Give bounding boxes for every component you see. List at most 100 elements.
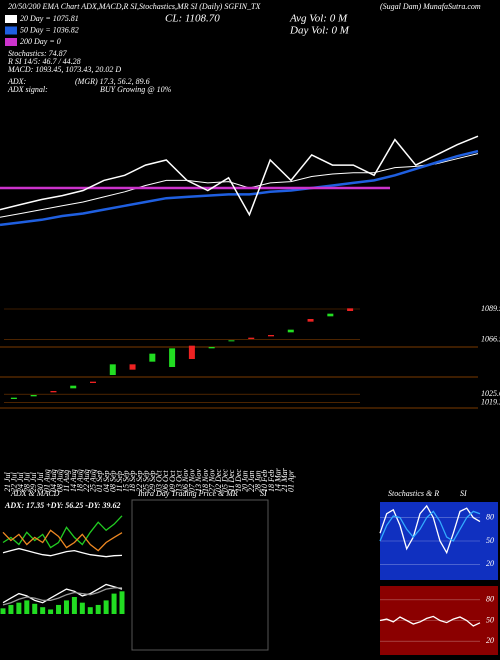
date-label: 18 Dec (234, 469, 243, 492)
line (379, 510, 481, 542)
candle (268, 335, 274, 337)
histogram-bar (71, 597, 77, 614)
annotation: CL: 1108.70 (165, 13, 220, 25)
date-label: 21 Mar (280, 467, 289, 492)
y-tick-label: 50 (486, 536, 494, 545)
candle (109, 364, 116, 375)
y-tick-label: 20 (486, 636, 494, 645)
date-label: 13 Nov (194, 469, 203, 492)
candle (287, 329, 294, 333)
candle (248, 337, 255, 339)
panel-title: Stochastics & R (388, 489, 439, 498)
annotation: R SI 14/5: 46.7 / 44.28 (7, 57, 81, 66)
date-label: 08 Sep (108, 470, 117, 492)
date-label: 02 Dec (214, 469, 223, 492)
line (2, 547, 123, 558)
histogram-bar (40, 607, 46, 614)
legend-label: 20 Day = 1075.81 (20, 14, 79, 23)
candle (70, 385, 77, 389)
date-label: 13 Oct (174, 470, 183, 492)
date-label: 28 Jul (23, 471, 32, 492)
candle (228, 340, 235, 342)
line (2, 583, 123, 604)
y-tick-label: 1089.5 (481, 304, 500, 313)
candle (129, 364, 136, 370)
annotation: ADX: (7, 77, 27, 86)
annotation: BUY Growing @ 10% (100, 85, 172, 94)
date-label: 01 Aug (42, 469, 51, 492)
panel-title: SI (460, 489, 467, 498)
annotation: (MGR) 17.3, 56.2, 89.6 (75, 77, 150, 86)
histogram-bar (79, 602, 85, 614)
date-label: 25 Sep (141, 470, 150, 492)
intraday-panel (131, 499, 269, 651)
date-label: 25 Aug (89, 469, 98, 492)
histogram-bar (24, 600, 30, 614)
date-label: 15 Sep (122, 470, 131, 492)
date-label: 18 Nov (201, 469, 210, 492)
y-tick-label: 1025.61 (481, 389, 500, 398)
histogram-bar (103, 600, 109, 614)
date-label: 29 Sep (148, 470, 157, 492)
panel-title: SI (260, 489, 267, 498)
date-label: 05 Dec (221, 469, 230, 492)
candle (169, 348, 176, 367)
legend-swatch (5, 15, 17, 23)
histogram-bar (48, 609, 54, 614)
candle (327, 313, 334, 317)
candle (90, 381, 96, 383)
legend-swatch (5, 26, 17, 35)
candle (347, 308, 354, 311)
date-label: 11 Dec (227, 469, 236, 492)
date-label: 18 Feb (267, 470, 276, 492)
date-label: 06 Oct (161, 470, 170, 492)
line (0, 149, 479, 227)
date-label: 22 Jul (9, 471, 18, 492)
histogram-bar (119, 591, 125, 614)
date-label: 24 Jul (16, 471, 25, 492)
histogram-bar (16, 602, 22, 614)
date-label: 10 Feb (260, 470, 269, 492)
line (2, 587, 122, 606)
date-label: 08 Aug (56, 469, 65, 492)
annotation: Day Vol: 0 M (289, 25, 350, 37)
date-label: 18 Sep (128, 470, 137, 492)
subtitle: (Sugal Dam) MunafaSutra.com (380, 2, 481, 11)
candle (30, 395, 37, 397)
line (379, 504, 481, 555)
panel-title: 20/50/200 EMA Chart ADX,MACD,R SI,Stocha… (8, 2, 261, 11)
line (0, 135, 479, 217)
date-label: 09 Oct (168, 470, 177, 492)
panel-background (380, 502, 498, 580)
candle (208, 347, 215, 349)
y-tick-label: 50 (486, 615, 494, 624)
date-label: 22 Jan (247, 470, 256, 492)
histogram-bar (111, 593, 117, 614)
annotation: ADX signal: (7, 85, 48, 94)
date-label: 22 Aug (82, 469, 91, 492)
date-label: 28 Jan (254, 470, 263, 492)
date-label: 01 Apr (287, 469, 296, 492)
legend-label: 200 Day = 0 (20, 37, 61, 46)
legend-label: 50 Day = 1036.82 (20, 25, 79, 34)
date-label: 29 Jul (29, 471, 38, 492)
histogram-bar (32, 603, 38, 614)
date-label: 30 Jul (36, 471, 45, 493)
y-tick-label: 80 (486, 595, 494, 604)
y-tick-label: 80 (486, 512, 494, 521)
panel-title: ADX & MACD (10, 489, 60, 498)
date-label: 20 Jan (240, 470, 249, 492)
annotation: Avg Vol: 0 M (289, 13, 348, 25)
line (2, 529, 123, 552)
date-label: 18 Aug (75, 469, 84, 492)
date-label: 06 Nov (181, 469, 190, 492)
line (379, 615, 481, 627)
histogram-bar (8, 604, 14, 614)
date-label: 07 Nov (188, 469, 197, 492)
date-label: 04 Aug (49, 469, 58, 492)
histogram-bar (87, 607, 93, 614)
date-label: 14 Aug (69, 469, 78, 492)
histogram-bar (56, 604, 62, 614)
candle (149, 353, 156, 362)
